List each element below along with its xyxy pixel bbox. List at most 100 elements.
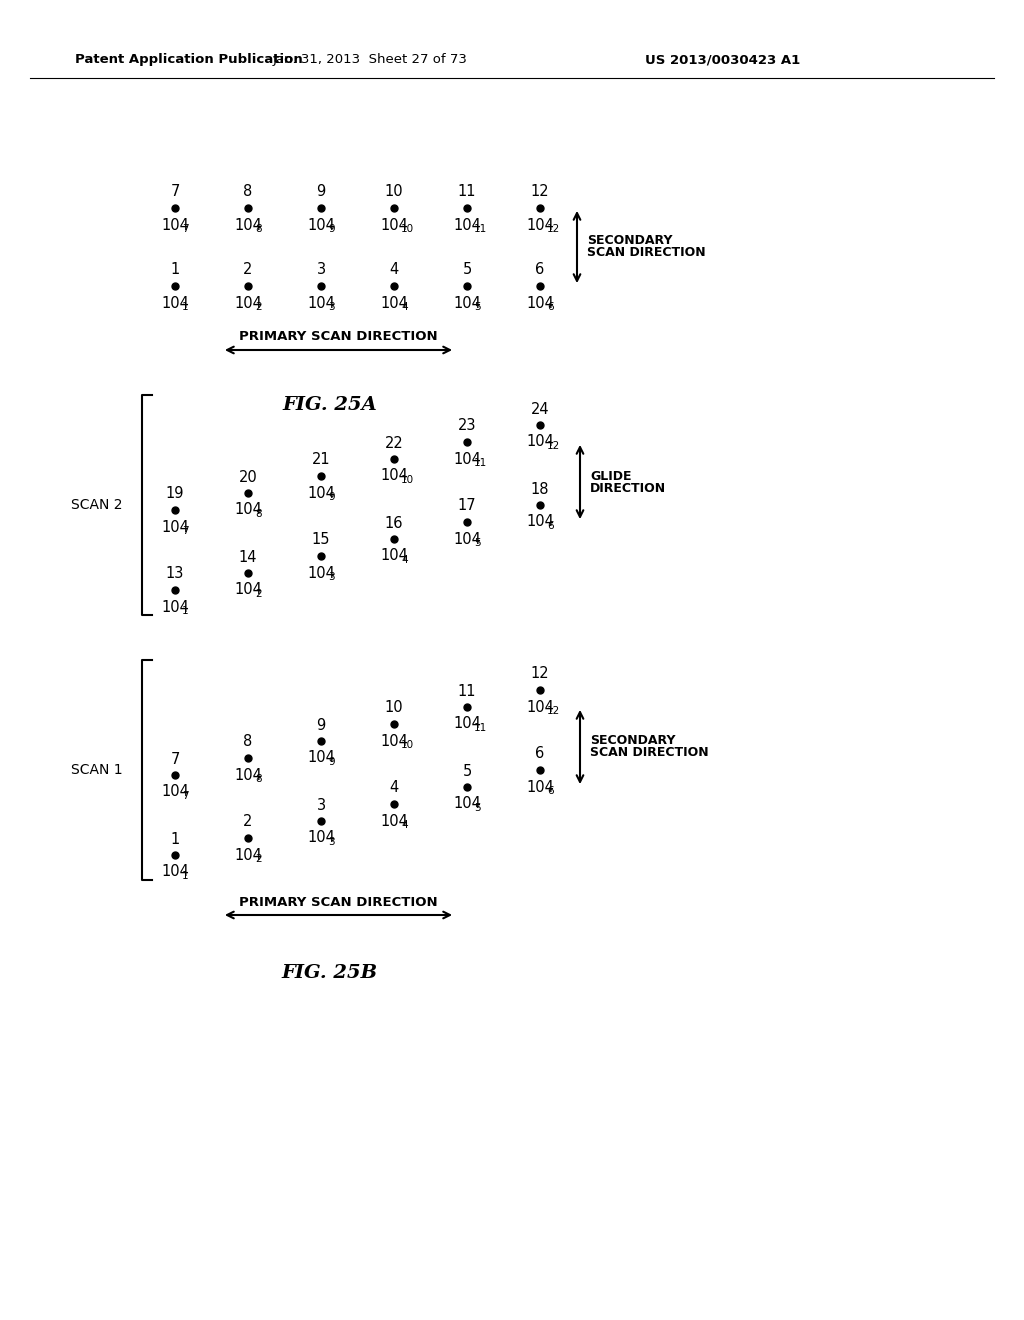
Text: 104: 104 [234,218,262,232]
Text: 104: 104 [380,734,408,748]
Text: 4: 4 [401,302,408,312]
Text: 17: 17 [458,499,476,513]
Text: 15: 15 [311,532,331,548]
Text: 8: 8 [244,185,253,199]
Text: 5: 5 [474,302,480,312]
Text: 8: 8 [255,510,261,519]
Text: 3: 3 [328,572,335,582]
Text: 10: 10 [401,224,414,234]
Text: 104: 104 [307,218,335,232]
Text: 11: 11 [474,458,487,469]
Text: 104: 104 [526,218,554,232]
Text: 5: 5 [474,803,480,813]
Text: 104: 104 [234,767,262,783]
Text: 7: 7 [182,791,188,801]
Text: 10: 10 [385,185,403,199]
Text: 7: 7 [182,525,188,536]
Text: DIRECTION: DIRECTION [590,482,667,495]
Text: 4: 4 [401,820,408,830]
Text: FIG. 25B: FIG. 25B [282,964,378,982]
Text: 14: 14 [239,549,257,565]
Text: 104: 104 [234,847,262,862]
Text: 104: 104 [453,796,481,812]
Text: 104: 104 [161,296,188,310]
Text: SCAN DIRECTION: SCAN DIRECTION [587,247,706,260]
Text: 12: 12 [547,224,560,234]
Text: 104: 104 [380,296,408,310]
Text: 104: 104 [161,865,188,879]
Text: PRIMARY SCAN DIRECTION: PRIMARY SCAN DIRECTION [240,330,438,343]
Text: 10: 10 [401,741,414,750]
Text: 104: 104 [307,830,335,846]
Text: 10: 10 [385,701,403,715]
Text: 104: 104 [307,565,335,581]
Text: 104: 104 [526,296,554,310]
Text: 6: 6 [547,785,554,796]
Text: Patent Application Publication: Patent Application Publication [75,54,303,66]
Text: 104: 104 [453,717,481,731]
Text: 21: 21 [311,453,331,467]
Text: 3: 3 [316,263,326,277]
Text: 104: 104 [234,582,262,598]
Text: 104: 104 [453,296,481,310]
Text: 104: 104 [234,503,262,517]
Text: 2: 2 [244,814,253,829]
Text: 104: 104 [307,296,335,310]
Text: 1: 1 [170,832,179,846]
Text: 7: 7 [182,224,188,234]
Text: 11: 11 [458,684,476,698]
Text: 1: 1 [182,871,188,880]
Text: 9: 9 [328,756,335,767]
Text: FIG. 25A: FIG. 25A [283,396,378,414]
Text: 104: 104 [161,599,188,615]
Text: 104: 104 [526,780,554,795]
Text: SECONDARY: SECONDARY [587,235,673,248]
Text: PRIMARY SCAN DIRECTION: PRIMARY SCAN DIRECTION [240,895,438,908]
Text: 3: 3 [328,837,335,847]
Text: 104: 104 [453,451,481,466]
Text: 104: 104 [380,469,408,483]
Text: 9: 9 [328,492,335,502]
Text: US 2013/0030423 A1: US 2013/0030423 A1 [645,54,800,66]
Text: 11: 11 [474,723,487,733]
Text: SCAN 2: SCAN 2 [72,498,123,512]
Text: SECONDARY: SECONDARY [590,734,676,747]
Text: 5: 5 [463,263,472,277]
Text: 11: 11 [474,224,487,234]
Text: 7: 7 [170,751,179,767]
Text: 9: 9 [316,185,326,199]
Text: 4: 4 [389,263,398,277]
Text: 2: 2 [255,854,261,865]
Text: 6: 6 [536,263,545,277]
Text: 3: 3 [328,302,335,312]
Text: 104: 104 [307,751,335,766]
Text: 104: 104 [453,532,481,546]
Text: 2: 2 [255,302,261,312]
Text: 9: 9 [316,718,326,733]
Text: 104: 104 [161,520,188,535]
Text: 18: 18 [530,482,549,496]
Text: 104: 104 [380,218,408,232]
Text: 10: 10 [401,475,414,484]
Text: GLIDE: GLIDE [590,470,632,483]
Text: 6: 6 [547,521,554,531]
Text: 4: 4 [401,554,408,565]
Text: 9: 9 [328,224,335,234]
Text: 5: 5 [474,539,480,548]
Text: 22: 22 [385,436,403,450]
Text: 8: 8 [255,224,261,234]
Text: 12: 12 [547,706,560,715]
Text: 104: 104 [234,296,262,310]
Text: 4: 4 [389,780,398,796]
Text: 16: 16 [385,516,403,531]
Text: 12: 12 [547,441,560,451]
Text: 8: 8 [255,774,261,784]
Text: 1: 1 [182,606,188,616]
Text: 5: 5 [463,763,472,779]
Text: 104: 104 [307,486,335,500]
Text: 1: 1 [182,302,188,312]
Text: 12: 12 [530,667,549,681]
Text: 20: 20 [239,470,257,484]
Text: 23: 23 [458,418,476,433]
Text: 104: 104 [453,218,481,232]
